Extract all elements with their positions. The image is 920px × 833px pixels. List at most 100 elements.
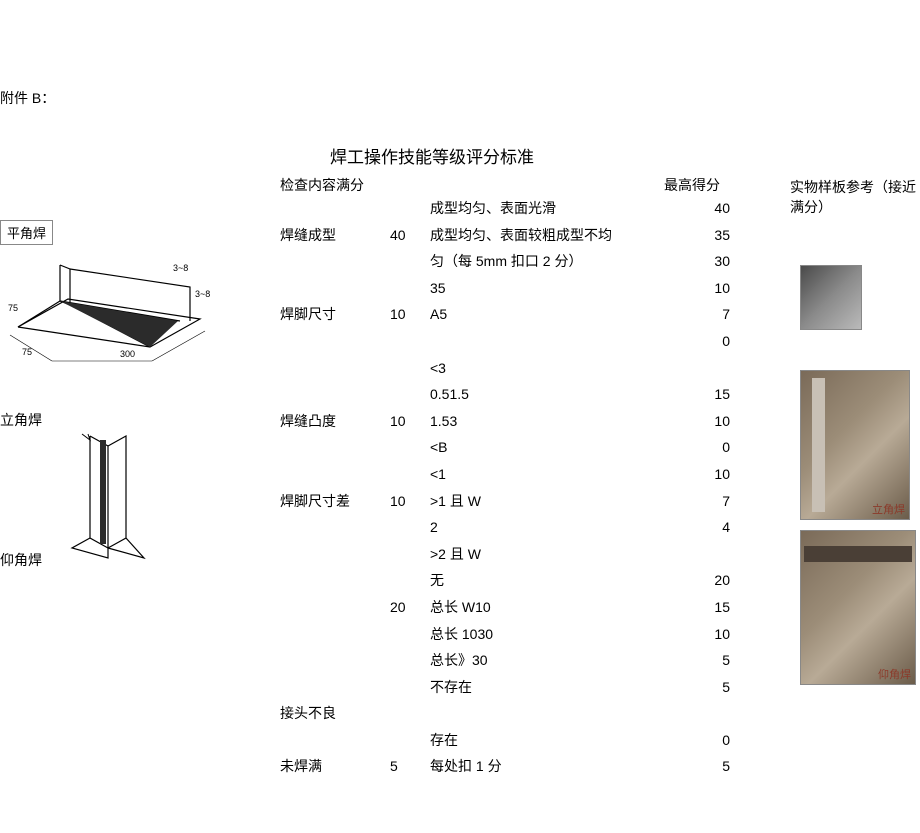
cell-c3: <B [430,434,630,461]
table-header: 检查内容满分 最高得分 [280,175,780,195]
cell-c2: 40 [390,222,430,249]
diagram-3-label: 仰角焊 [0,552,42,568]
cell-c3: 35 [430,275,630,302]
cell-c3: >1 且 W [430,488,630,515]
cell-c1: 焊缝凸度 [280,408,390,435]
cell-c3: 总长 1030 [430,621,630,648]
cell-c4: 35 [630,222,730,249]
cell-c4: 30 [630,248,730,275]
table-row: 焊缝凸度101.5310 [280,408,780,435]
cell-c4: 5 [630,753,730,780]
dim-c: 75 [8,303,18,313]
cell-c2: 10 [390,301,430,328]
dim-d: 75 [22,347,32,357]
cell-c3: 总长》30 [430,647,630,674]
cell-c3: <3 [430,355,630,382]
sample-image-2: 立角焊 [800,370,910,520]
cell-c4: 5 [630,674,730,701]
diagram-2-label: 立角焊 [0,412,42,428]
cell-c2: 10 [390,408,430,435]
table-row: 总长》305 [280,647,780,674]
cell-c3: >2 且 W [430,541,630,568]
cell-c4: 5 [630,647,730,674]
table-row: 0.51.515 [280,381,780,408]
cell-c1: 未焊满 [280,753,390,780]
diagram-2: 立角焊 [0,410,220,563]
header-check: 检查内容满分 [280,175,390,195]
cell-c3: A5 [430,301,630,328]
cell-c3: 总长 W10 [430,594,630,621]
cell-c4: 10 [630,621,730,648]
header-desc [390,175,620,195]
cell-c3: 1.53 [430,408,630,435]
cell-c3: 每处扣 1 分 [430,753,630,780]
cell-c4: 10 [630,408,730,435]
diagram-1-svg: 3~8 3~8 75 75 300 [0,249,210,369]
table-row: 成型均匀、表面光滑40 [280,195,780,222]
table-row: <3 [280,355,780,382]
table-row: 接头不良 [280,700,780,727]
cell-c4: 7 [630,301,730,328]
table-row: 存在0 [280,727,780,754]
table-row: 3510 [280,275,780,302]
dim-a: 3~8 [173,263,188,273]
table-row: 焊脚尺寸10A57 [280,301,780,328]
table-row: <B0 [280,434,780,461]
cell-c1: 焊缝成型 [280,222,390,249]
cell-c3: 存在 [430,727,630,754]
table-row: 匀（每 5mm 扣口 2 分）30 [280,248,780,275]
cell-c3: 成型均匀、表面较粗成型不均 [430,222,630,249]
table-row: 未焊满5每处扣 1 分5 [280,753,780,780]
table-row: 不存在5 [280,674,780,701]
sample-2-caption: 立角焊 [872,501,905,517]
diagram-3: 仰角焊 [0,550,42,570]
cell-c3: 成型均匀、表面光滑 [430,195,630,222]
cell-c3: 无 [430,567,630,594]
cell-c3: 不存在 [430,674,630,701]
cell-c1: 焊脚尺寸差 [280,488,390,515]
cell-c1: 接头不良 [280,700,390,727]
cell-c4: 0 [630,328,730,355]
table-row: 焊缝成型40成型均匀、表面较粗成型不均35 [280,222,780,249]
dim-e: 300 [120,349,135,359]
table-row: 无20 [280,567,780,594]
sample-header: 实物样板参考（接近满分） [790,177,920,217]
cell-c3: 0.51.5 [430,381,630,408]
table-row: <110 [280,461,780,488]
diagram-1: 平角焊 3~8 3~8 75 75 300 [0,220,220,372]
page-title: 焊工操作技能等级评分标准 [330,143,534,168]
cell-c3: <1 [430,461,630,488]
sample-3-caption: 仰角焊 [878,666,911,682]
cell-c4: 4 [630,514,730,541]
cell-c4: 15 [630,381,730,408]
scoring-table: 检查内容满分 最高得分 成型均匀、表面光滑40焊缝成型40成型均匀、表面较粗成型… [280,175,780,780]
cell-c3: 匀（每 5mm 扣口 2 分） [430,248,630,275]
dim-b: 3~8 [195,289,210,299]
sample-image-1 [800,265,862,330]
header-maxscore: 最高得分 [620,175,720,195]
cell-c4: 20 [630,567,730,594]
sample-image-3: 仰角焊 [800,530,916,685]
table-row: 焊脚尺寸差10>1 且 W7 [280,488,780,515]
cell-c2: 20 [390,594,430,621]
cell-c4: 7 [630,488,730,515]
cell-c4: 15 [630,594,730,621]
table-row: 0 [280,328,780,355]
cell-c2: 10 [390,488,430,515]
rows-container: 成型均匀、表面光滑40焊缝成型40成型均匀、表面较粗成型不均35匀（每 5mm … [280,195,780,780]
cell-c2: 5 [390,753,430,780]
table-row: 总长 103010 [280,621,780,648]
diagram-1-label: 平角焊 [0,220,53,245]
table-row: 20总长 W1015 [280,594,780,621]
appendix-label: 附件 B： [0,88,55,108]
cell-c4: 0 [630,727,730,754]
table-row: 24 [280,514,780,541]
diagram-2-svg [60,430,180,560]
cell-c4: 10 [630,275,730,302]
table-row: >2 且 W [280,541,780,568]
cell-c4: 40 [630,195,730,222]
cell-c4: 10 [630,461,730,488]
cell-c4: 0 [630,434,730,461]
cell-c1: 焊脚尺寸 [280,301,390,328]
cell-c3: 2 [430,514,630,541]
